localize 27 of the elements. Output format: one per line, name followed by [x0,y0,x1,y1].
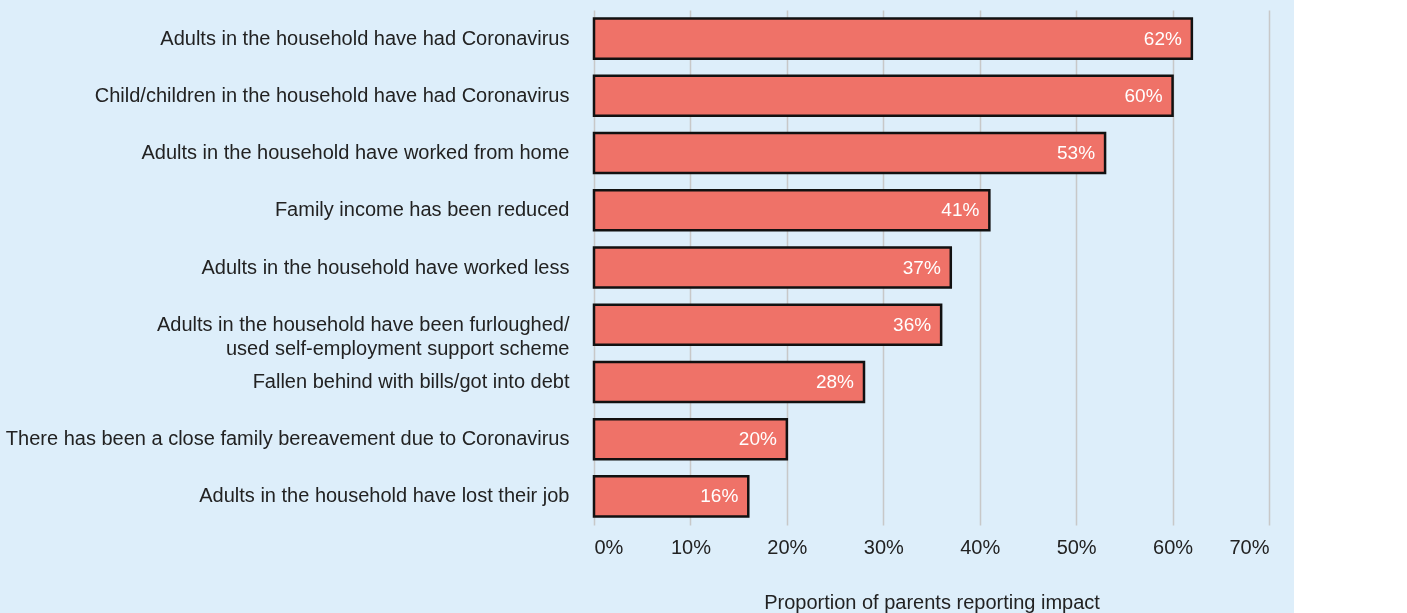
data-label: 60% [1124,84,1163,106]
data-label: 37% [902,256,941,278]
y-tick-label: Adults in the household have worked from home [141,141,570,164]
x-tick-label: 60% [1153,535,1194,558]
y-tick-label: Adults in the household have been furloughed/ used self-employment support scheme [156,312,570,359]
x-tick-label: 30% [863,535,905,558]
y-tick-label: Child/children in the household have had Coronavirus [94,83,570,106]
x-axis-title: Proportion of parents reporting impact [764,590,1101,613]
data-label: 28% [815,370,855,392]
data-label: 16% [700,485,739,507]
x-tick-label: 0% [594,535,624,558]
y-tick-label: There has been a close family bereavement due to Coronavirus [5,427,570,450]
x-tick-label: 50% [1056,535,1097,558]
data-label: 62% [1143,27,1182,49]
x-tick-label: 20% [767,535,808,558]
x-tick-label: 70% [1229,535,1270,558]
data-label: 53% [1057,142,1096,164]
y-tick-label: Adults in the household have lost their job [199,484,570,507]
data-label: 36% [893,313,932,335]
y-tick-label: Adults in the household have had Coronavirus [160,26,570,49]
y-tick-label: Family income has been reduced [274,198,570,221]
data-label: 41% [941,199,980,221]
y-tick-label: Adults in the household have worked less [201,255,570,278]
x-tick-label: 10% [670,535,712,558]
data-label: 20% [738,428,777,450]
x-tick-label: 40% [960,535,1001,558]
y-tick-label: Fallen behind with bills/got into debt [252,369,570,392]
